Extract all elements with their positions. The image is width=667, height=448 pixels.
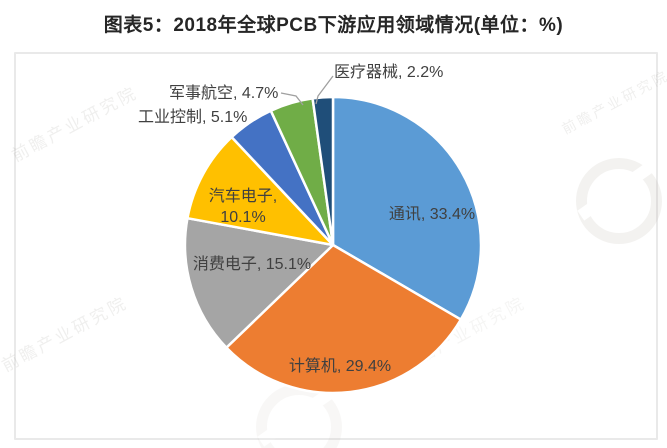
qianzhan-logo-watermark: [576, 158, 662, 244]
pie-slice-communications: [331, 95, 483, 321]
chart-title: 图表5：2018年全球PCB下游应用领域情况(单位：%): [103, 15, 564, 36]
medical-devices-leader-line: [315, 75, 334, 105]
pie-slice-medical-devices: [311, 95, 335, 247]
pie-slice-computers: [225, 243, 463, 395]
pie-slice-consumer-electronics: [183, 216, 335, 349]
pie-slice-automotive-electronics: [186, 135, 335, 247]
military-aerospace-leader-line: [280, 92, 304, 106]
